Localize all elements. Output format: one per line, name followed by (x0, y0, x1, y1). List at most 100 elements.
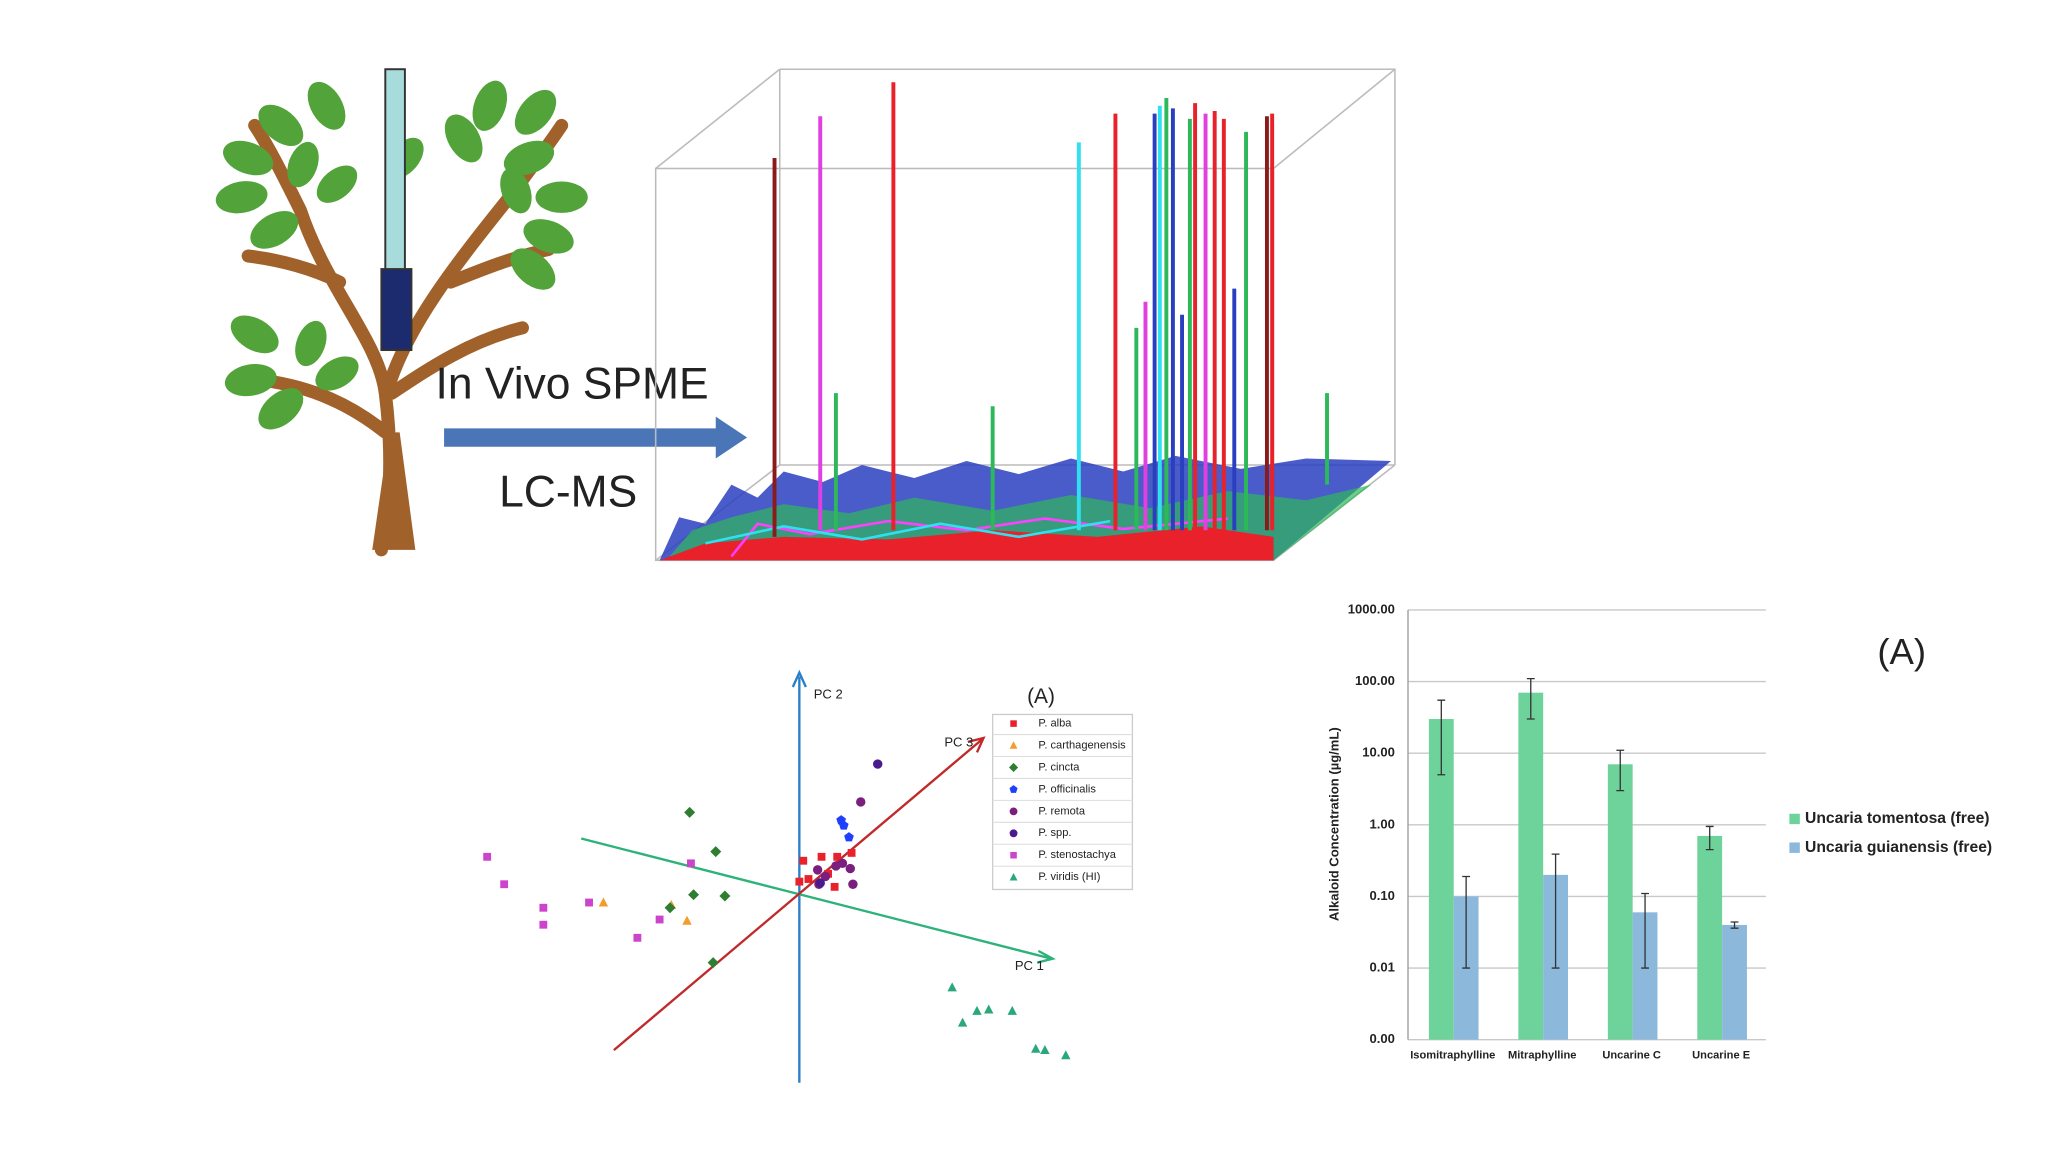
error-bar (1730, 921, 1739, 929)
point (500, 880, 509, 889)
y-tick-label: 100.00 (1355, 673, 1395, 688)
point (1007, 1005, 1017, 1015)
legend-label: P. spp. (1038, 827, 1071, 839)
point (655, 915, 664, 924)
point (539, 903, 548, 912)
point (848, 879, 858, 889)
x-tick-label: Isomitraphylline (1410, 1049, 1495, 1061)
chromatogram-illustration (654, 68, 1396, 562)
y-tick-label: 0.01 (1370, 960, 1395, 975)
point (972, 1005, 982, 1015)
point (633, 933, 642, 942)
point (817, 852, 826, 861)
point (682, 915, 692, 925)
point (598, 897, 609, 907)
error-bar (1551, 853, 1560, 969)
point (483, 852, 492, 861)
point (688, 889, 700, 901)
legend-marker (1009, 785, 1018, 793)
x-tick-label: Uncarine E (1692, 1049, 1750, 1061)
trunk-base (372, 432, 416, 550)
spme-holder (380, 268, 413, 352)
leaves (215, 80, 588, 430)
point (984, 1004, 994, 1014)
point (837, 858, 848, 869)
legend-label: P. cincta (1038, 761, 1080, 773)
point (830, 882, 839, 891)
legend-label: P. stenostachya (1038, 849, 1116, 861)
arrow (444, 416, 748, 459)
point (873, 759, 883, 769)
method-label: In Vivo SPME (436, 359, 709, 408)
legend-swatch (1789, 842, 1800, 853)
y-tick-label: 1000.00 (1348, 601, 1395, 616)
error-bar (1705, 825, 1714, 851)
point (799, 856, 808, 865)
error-bar (1526, 677, 1535, 720)
point (957, 1017, 968, 1027)
pc1-label: PC 1 (1015, 958, 1044, 973)
scatter-annotation: (A) (1027, 685, 1055, 708)
y-tick-label: 0.00 (1370, 1031, 1395, 1046)
bar (1722, 924, 1747, 1040)
pc2-label: PC 2 (814, 686, 843, 701)
y-tick-label: 0.10 (1370, 888, 1395, 903)
point (812, 865, 823, 875)
point (710, 846, 722, 858)
point (664, 902, 676, 914)
bar (1697, 835, 1723, 1040)
legend-marker (1008, 762, 1019, 773)
legend-marker (1009, 829, 1018, 838)
legend-label: P. alba (1038, 718, 1072, 730)
error-bar (1462, 875, 1471, 969)
point (947, 982, 957, 992)
pc3-label: PC 3 (944, 735, 973, 750)
x-tick-label: Mitraphylline (1508, 1049, 1576, 1061)
legend-label: P. viridis (HI) (1038, 871, 1100, 883)
x-tick-label: Uncarine C (1602, 1049, 1661, 1061)
point (1061, 1050, 1071, 1060)
legend-marker (1009, 807, 1018, 816)
point (833, 852, 842, 861)
legend-label: P. officinalis (1038, 783, 1096, 795)
point (1040, 1045, 1050, 1055)
point (795, 877, 804, 886)
y-tick-label: 1.00 (1370, 816, 1395, 831)
point (684, 806, 696, 818)
legend-marker (1010, 851, 1017, 859)
legend-swatch (1789, 813, 1800, 825)
legend-marker (1010, 720, 1017, 727)
point (845, 863, 855, 874)
point (539, 920, 548, 929)
spme-fiber (384, 68, 406, 273)
error-bar (1641, 892, 1649, 969)
point (847, 848, 856, 857)
bar (1607, 764, 1633, 1040)
point (687, 859, 695, 868)
point (844, 832, 854, 842)
point (815, 878, 825, 888)
tree-illustration: In Vivo SPME LC-MS (215, 68, 748, 557)
point (804, 875, 813, 883)
legend-label: Uncaria guianensis (free) (1805, 839, 1992, 856)
bar (1518, 692, 1544, 1040)
point (719, 890, 731, 902)
legend-label: P. remota (1038, 805, 1085, 817)
detection-label: LC-MS (499, 468, 637, 517)
y-axis-label: Alkaloid Concentration (µg/mL) (1326, 727, 1341, 921)
legend-label: Uncaria tomentosa (free) (1805, 810, 1989, 827)
point (707, 957, 719, 969)
point (838, 820, 849, 830)
y-tick-label: 10.00 (1362, 745, 1395, 760)
legend-marker (1009, 872, 1018, 881)
error-bar (1616, 749, 1625, 792)
error-bar (1437, 699, 1446, 776)
point (856, 797, 866, 807)
legend-label: P. carthagenensis (1038, 739, 1126, 751)
point (585, 898, 593, 907)
legend-marker (1009, 741, 1018, 749)
point (820, 871, 831, 882)
point (1031, 1043, 1041, 1053)
bar-annotation: (A) (1877, 631, 1926, 672)
